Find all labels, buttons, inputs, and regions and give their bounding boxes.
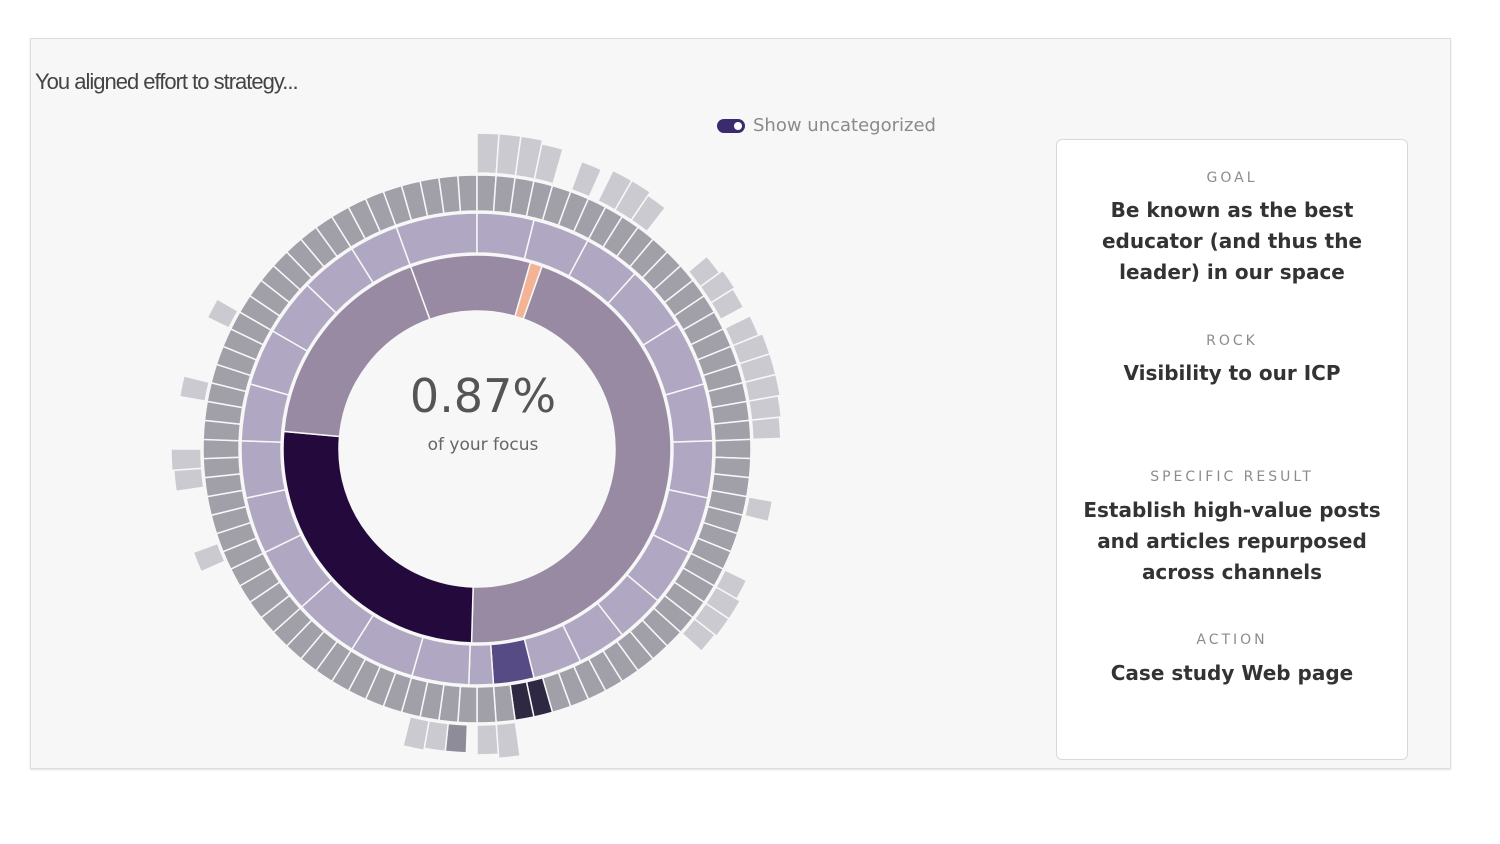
ring3-segment[interactable] bbox=[714, 438, 752, 460]
card-title: You aligned effort to strategy... bbox=[35, 69, 299, 94]
ring3-segment[interactable] bbox=[476, 685, 497, 724]
ring2-segment[interactable] bbox=[664, 383, 714, 443]
show-uncategorized-toggle[interactable]: Show uncategorized bbox=[717, 115, 936, 136]
ring4-segment[interactable] bbox=[178, 375, 211, 402]
ring4-segment[interactable] bbox=[533, 142, 564, 185]
ring3-segment[interactable] bbox=[202, 456, 242, 479]
focus-percentage: 0.87% bbox=[409, 369, 557, 423]
specific-result-value: Establish high-value posts and articles … bbox=[1083, 498, 1381, 584]
ring4-segment[interactable] bbox=[192, 542, 226, 573]
ring4-segment[interactable] bbox=[170, 448, 203, 472]
ring4-segment[interactable] bbox=[476, 723, 500, 756]
ring1-segment[interactable] bbox=[282, 265, 431, 438]
ring4-segment[interactable] bbox=[710, 287, 745, 321]
ring4-segment[interactable] bbox=[402, 715, 430, 752]
ring4-segment[interactable] bbox=[747, 394, 783, 421]
ring1-segment[interactable] bbox=[409, 254, 532, 321]
ring3-segment[interactable] bbox=[364, 190, 397, 233]
goal-label: GOAL bbox=[1206, 170, 1258, 186]
ring3-segment[interactable] bbox=[457, 174, 478, 213]
sunburst-chart bbox=[170, 132, 783, 760]
ring1-segment[interactable] bbox=[470, 265, 672, 644]
ring4-segment[interactable] bbox=[444, 722, 469, 754]
ring2-segment[interactable] bbox=[240, 439, 287, 499]
ring4-segment[interactable] bbox=[570, 160, 603, 198]
toggle-knob bbox=[734, 121, 742, 130]
ring4-segment[interactable] bbox=[681, 617, 717, 653]
ring4-segment[interactable] bbox=[206, 297, 240, 330]
toggle-label: Show uncategorized bbox=[753, 115, 936, 136]
ring4-segment[interactable] bbox=[172, 467, 205, 493]
toggle-switch[interactable] bbox=[717, 118, 745, 133]
ring3-segment[interactable] bbox=[712, 419, 752, 442]
ring2-segment[interactable] bbox=[467, 643, 495, 686]
ring4-segment[interactable] bbox=[630, 194, 667, 233]
specific-result-label: SPECIFIC RESULT bbox=[1150, 469, 1314, 485]
focus-caption: of your focus bbox=[427, 435, 539, 455]
action-label: ACTION bbox=[1196, 632, 1268, 648]
alignment-card: You aligned effort to strategy... Show u… bbox=[30, 38, 1451, 769]
ring4-segment[interactable] bbox=[495, 721, 521, 760]
ring4-segment[interactable] bbox=[750, 416, 782, 441]
ring2-segment[interactable] bbox=[667, 439, 714, 499]
ring4-segment[interactable] bbox=[476, 132, 500, 175]
ring4-segment[interactable] bbox=[743, 496, 774, 523]
details-panel: GOAL Be known as the best educator (and … bbox=[1056, 139, 1408, 760]
rock-label: ROCK bbox=[1206, 333, 1258, 349]
rock-value: Visibility to our ICP bbox=[1123, 361, 1341, 385]
ring2-segment[interactable] bbox=[350, 226, 411, 284]
goal-value: Be known as the best educator (and thus … bbox=[1101, 198, 1363, 284]
action-value: Case study Web page bbox=[1110, 661, 1354, 685]
ring3-segment[interactable] bbox=[202, 438, 240, 460]
